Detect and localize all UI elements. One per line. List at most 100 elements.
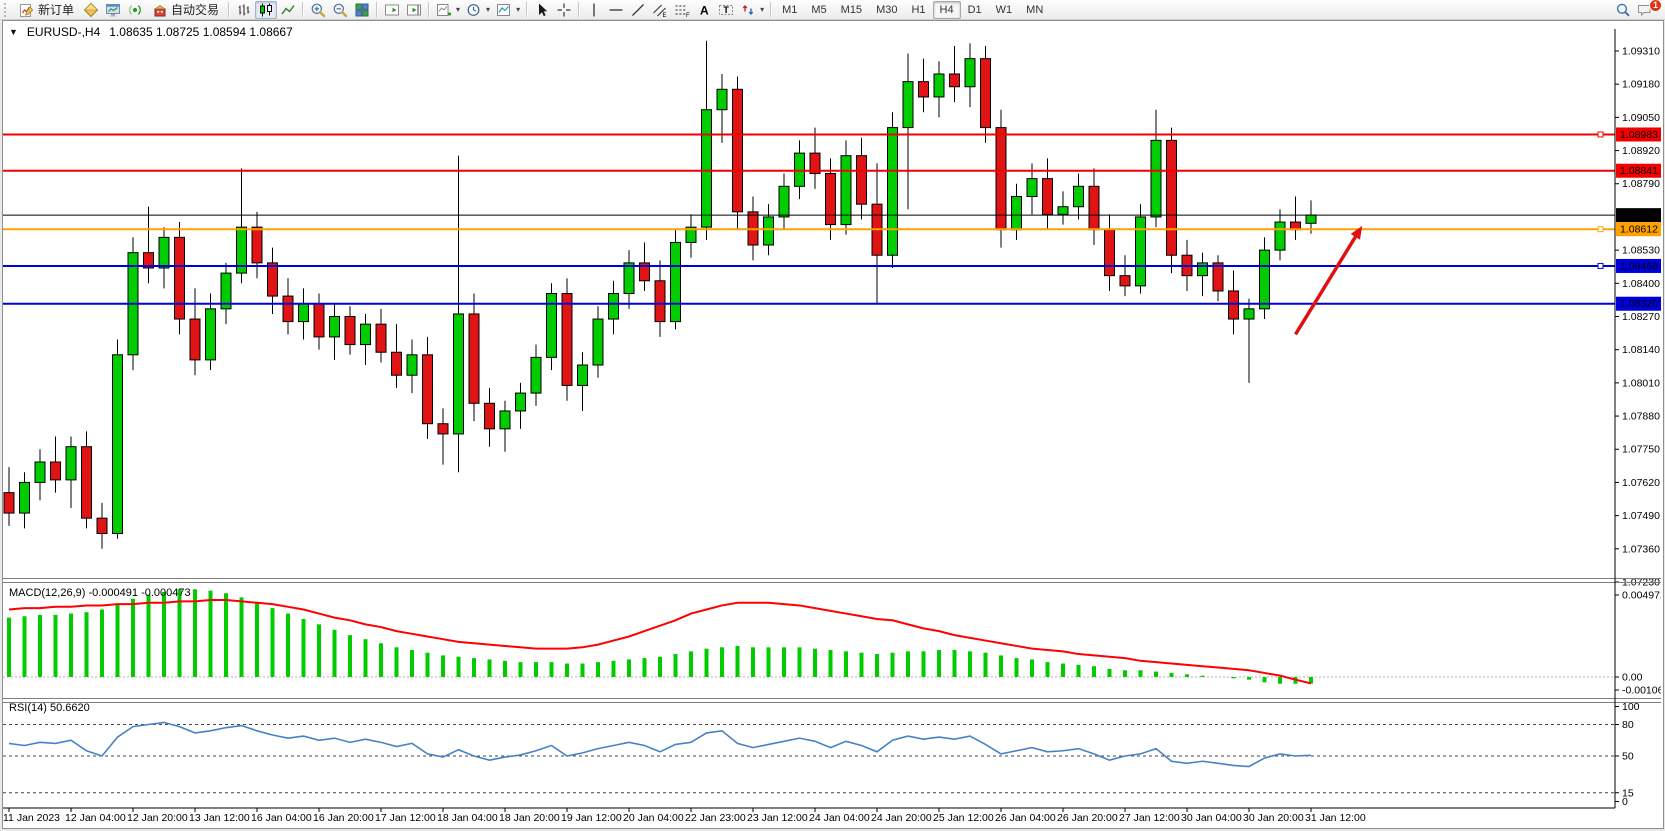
macd-bar: [239, 597, 244, 677]
macd-bar: [379, 643, 383, 677]
one-click-trading-toggle[interactable]: ▼: [9, 27, 18, 37]
indicators-menu-button[interactable]: ▾: [433, 1, 463, 19]
periods-menu-button[interactable]: ▾: [463, 1, 493, 19]
macd-bar: [1061, 663, 1065, 677]
bar-chart-type-button[interactable]: [233, 1, 255, 19]
zoom-in-icon: [310, 2, 326, 18]
zoom-out-button[interactable]: [329, 1, 351, 19]
search-button[interactable]: [1612, 1, 1634, 19]
auto-trading-button[interactable]: 自动交易: [146, 1, 225, 19]
channel-icon: E: [652, 2, 668, 18]
toolbar-separator: [302, 2, 305, 17]
time-tick-label: 24 Jan 20:00: [871, 812, 932, 824]
timeframe-H4[interactable]: H4: [932, 1, 961, 19]
chart-shift-button[interactable]: [403, 1, 425, 19]
zoom-in-button[interactable]: [307, 1, 329, 19]
macd-bar: [53, 614, 58, 677]
macd-signal-line: [8, 599, 1312, 685]
bear-candle: [1104, 229, 1115, 277]
cursor-tool-button[interactable]: [531, 1, 553, 19]
timeframe-M5[interactable]: M5: [804, 1, 833, 19]
bull-candle: [623, 262, 635, 295]
templates-menu-button[interactable]: ▾: [493, 1, 523, 19]
macd-bar: [534, 662, 538, 677]
bull-candle: [360, 323, 371, 346]
chart-canvas[interactable]: 1.09310 1.09180 1.09050 1.08920 1.08790 1.085…: [3, 21, 1661, 826]
macd-bar: [565, 663, 569, 677]
arrows-tool-button[interactable]: ▾: [737, 1, 767, 19]
auto-scroll-button[interactable]: [381, 1, 403, 19]
macd-bar: [348, 635, 352, 677]
new-order-button[interactable]: 新订单: [13, 1, 80, 19]
bull-candle: [1057, 206, 1069, 215]
macd-bar: [766, 647, 771, 677]
bull-candle: [329, 315, 340, 338]
trendline-tool-button[interactable]: [627, 1, 649, 19]
macd-bar: [673, 654, 678, 677]
timeframe-W1[interactable]: W1: [989, 1, 1020, 19]
time-tick-label: 18 Jan 04:00: [437, 812, 498, 824]
price-badge-label: 1.08612: [1620, 224, 1658, 236]
macd-bar: [1169, 672, 1174, 677]
macd-bar: [658, 656, 662, 677]
auto-trading-icon: [152, 2, 168, 18]
toolbar-grip[interactable]: [4, 2, 10, 17]
signals-button[interactable]: [124, 1, 146, 19]
macd-bar: [1309, 677, 1313, 684]
macd-axis-label: 0.00: [1622, 672, 1643, 684]
crosshair-tool-button[interactable]: [553, 1, 575, 19]
fibonacci-tool-button[interactable]: F: [671, 1, 693, 19]
time-tick-label: 20 Jan 04:00: [623, 812, 684, 824]
macd-bar: [720, 647, 724, 677]
horizontal-line-tool-button[interactable]: [605, 1, 627, 19]
market-watch-button[interactable]: [80, 1, 102, 19]
auto-scroll-icon: [384, 2, 400, 18]
timeframe-H1[interactable]: H1: [904, 1, 932, 19]
macd-bar: [394, 647, 399, 677]
timeframe-M1[interactable]: M1: [775, 1, 804, 19]
text-tool-button[interactable]: A: [693, 1, 715, 19]
price-tick-label: 1.08010: [1622, 377, 1660, 389]
time-tick-label: 30 Jan 20:00: [1243, 812, 1304, 824]
equidistant-channel-tool-button[interactable]: E: [649, 1, 671, 19]
new-order-icon: [19, 2, 35, 18]
time-tick-label: 26 Jan 04:00: [995, 812, 1056, 824]
bull-candle: [701, 109, 712, 228]
tile-windows-button[interactable]: [351, 1, 373, 19]
bear-candle: [143, 252, 154, 269]
macd-bar: [518, 662, 523, 677]
bear-candle: [437, 423, 449, 435]
price-badge-label: 1.08468: [1620, 260, 1658, 272]
bear-candle: [484, 402, 495, 430]
data-window-button[interactable]: [102, 1, 124, 19]
macd-bar: [208, 590, 213, 677]
line-chart-type-button[interactable]: [277, 1, 299, 19]
timeframe-D1[interactable]: D1: [961, 1, 989, 19]
macd-bar: [84, 612, 89, 677]
macd-bar: [797, 647, 802, 677]
price-badge: [1616, 222, 1661, 237]
bear-candle: [375, 323, 387, 353]
candlestick-chart-type-button[interactable]: [255, 0, 278, 19]
macd-bar: [1123, 670, 1127, 677]
rsi-indicator-label: RSI(14) 50.6620: [9, 702, 90, 714]
timeframe-MN[interactable]: MN: [1019, 1, 1050, 19]
price-tick-label: 1.08530: [1622, 245, 1660, 257]
text-label-tool-button[interactable]: T: [715, 1, 737, 19]
time-tick-label: 24 Jan 04:00: [809, 812, 870, 824]
price-badge: [1616, 258, 1661, 273]
macd-bar: [1185, 674, 1189, 677]
timeframe-M30[interactable]: M30: [869, 1, 904, 19]
macd-bar: [782, 647, 786, 677]
search-icon: [1615, 2, 1631, 18]
toolbar-separator: [428, 2, 431, 17]
notification-count-badge[interactable]: 1: [1649, 0, 1662, 12]
chart-window[interactable]: ▼ EURUSD-,H4 1.08635 1.08725 1.08594 1.0…: [2, 20, 1664, 829]
svg-text:T: T: [723, 5, 729, 15]
bear-candle: [50, 461, 61, 481]
timeframe-M15[interactable]: M15: [834, 1, 869, 19]
macd-bar: [859, 652, 864, 677]
vertical-line-tool-button[interactable]: [583, 1, 605, 19]
bull-candle: [1274, 221, 1286, 251]
macd-bar: [286, 613, 290, 677]
